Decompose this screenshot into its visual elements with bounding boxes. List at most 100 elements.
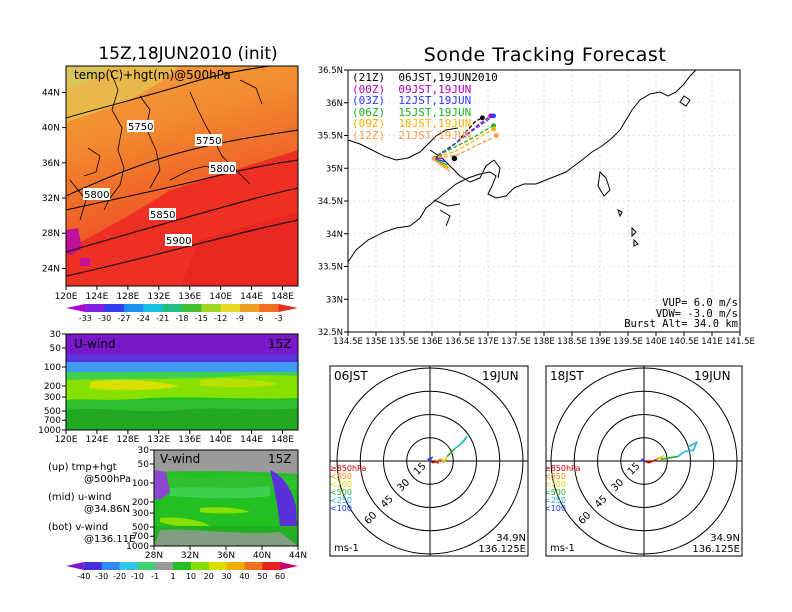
uwind-p-label: 200 [44,382,61,392]
wind-colorbar-swatch [244,562,263,570]
wind-colorbar-swatch [190,562,210,570]
vwind-lat-label: 44N [289,551,307,561]
wind-colorbar-swatch [137,562,156,570]
note-bot-line2: @136.11E [84,534,136,545]
track-lat-label: 35.5N [318,132,343,142]
wind-colorbar-label: -1 [151,572,159,581]
contour-label: 5800 [210,164,235,175]
wind-colorbar-label: 1 [171,572,176,581]
contour-label: 5850 [150,210,175,221]
track-lon-label: 139.5E [613,337,643,347]
hodo-series-line [677,440,699,458]
hodo-series-line [638,458,645,462]
wind-colorbar-label: 10 [186,572,196,581]
uwind-lon-label: 140E [209,435,232,445]
hodo-ring-label: 30 [395,477,412,494]
track-lon-label: 138.5E [557,337,587,347]
colorbar-swatch [220,304,241,312]
hodo-ring-label: 15 [412,461,429,478]
uwind-lon-label: 136E [178,435,201,445]
uwind-lon-label: 148E [271,435,294,445]
colorbar-label: -15 [195,314,208,323]
vwind-time: 15Z [268,452,292,466]
hodo-level-legend: ≥850hPa [330,464,367,473]
uwind-p-label: 100 [44,363,61,373]
note-up-line1: (up) tmp+hgt [48,462,117,473]
vwind-lat-label: 28N [145,551,163,561]
note-mid-line2: @34.86N [84,504,131,515]
wind-colorbar-swatch [83,562,103,570]
track-lat-label: 34.5N [318,197,343,207]
colorbar-swatch [240,304,260,312]
uwind-p-label: 50 [50,344,62,354]
vwind-lat-label: 36N [217,551,235,561]
track-lon-label: 140E [645,337,667,347]
hodo-ring-label: 30 [609,477,626,494]
hodo-level-legend: <250 [330,496,352,505]
track-ascent-segment [431,157,451,173]
colorbar-label: -27 [117,314,130,323]
vwind-label: V-wind [160,452,201,466]
track-lon-label: 135E [365,337,387,347]
vwind-lat-label: 32N [181,551,199,561]
init-lon-label: 144E [240,292,263,302]
tracking-legend-entry: (06Z) 15JST,19JUN [352,105,472,119]
colorbar-label: -6 [255,314,263,323]
track-lon-label: 136.5E [445,337,475,347]
hodo-ring-label: 45 [593,494,610,511]
hodo-series-line [446,448,456,457]
track-lon-label: 139E [589,337,611,347]
track-lon-label: 134.5E [333,337,363,347]
hodo-right-units: ms-1 [550,543,575,554]
wind-colorbar-label: -20 [113,572,126,581]
note-up-line2: @500hPa [84,474,132,485]
wind-colorbar-swatch [280,562,298,570]
wind-colorbar-label: 40 [239,572,249,581]
wind-colorbar-label: -40 [77,572,90,581]
init-lat-label: 44N [42,88,60,98]
init-lat-label: 24N [42,264,60,274]
init-lon-label: 132E [147,292,170,302]
uwind-p-label: 30 [50,330,62,340]
contour-label-bg [165,234,192,246]
wind-colorbar-swatch [119,562,138,570]
contour-label: 5750 [128,122,153,133]
vwind-p-label: 100 [132,479,149,489]
track-lon-label: 138E [533,337,555,347]
tracking-legend-entry: (12Z) 21JST,19JUN [352,128,472,142]
uwind-lon-label: 124E [85,435,108,445]
hodo-left-units: ms-1 [334,543,359,554]
uwind-p-label: 500 [44,407,61,417]
track-end-point [494,133,499,138]
uwind-lon-label: 144E [240,435,263,445]
hodo-series-line [427,456,434,462]
contour-label: 5750 [196,136,221,147]
track-lat-label: 33.5N [318,263,343,273]
launch-point [451,155,458,162]
colorbar-label: -18 [175,314,188,323]
track-lat-label: 32.5N [318,328,343,338]
hodo-right-lon: 136.125E [692,544,740,555]
track-series-line [431,125,494,159]
track-end-point [480,115,485,121]
init-field-label: temp(C)+hgt(m)@500hPa [74,68,231,82]
colorbar-swatch [182,304,202,312]
track-end-point [491,113,496,119]
track-lat-label: 36N [326,99,343,109]
param-burst: Burst Alt= 34.0 km [624,318,738,330]
uwind-time: 15Z [268,337,292,351]
init-lat-label: 40N [42,124,60,134]
hodo-ring-label: 45 [379,494,396,511]
colorbar-label: -24 [137,314,150,323]
colorbar-label: -3 [275,314,283,323]
wind-colorbar-label: -10 [131,572,144,581]
vwind-p-label: 200 [132,498,149,508]
wind-colorbar-label: 30 [222,572,232,581]
colorbar-swatch [104,304,125,312]
contour-label-bg [149,208,176,220]
contour-label-bg [83,188,110,200]
contour-label-bg [195,134,222,146]
init-panel-title: 15Z,18JUN2010 (init) [98,44,278,64]
wind-colorbar-label: 60 [275,572,285,581]
